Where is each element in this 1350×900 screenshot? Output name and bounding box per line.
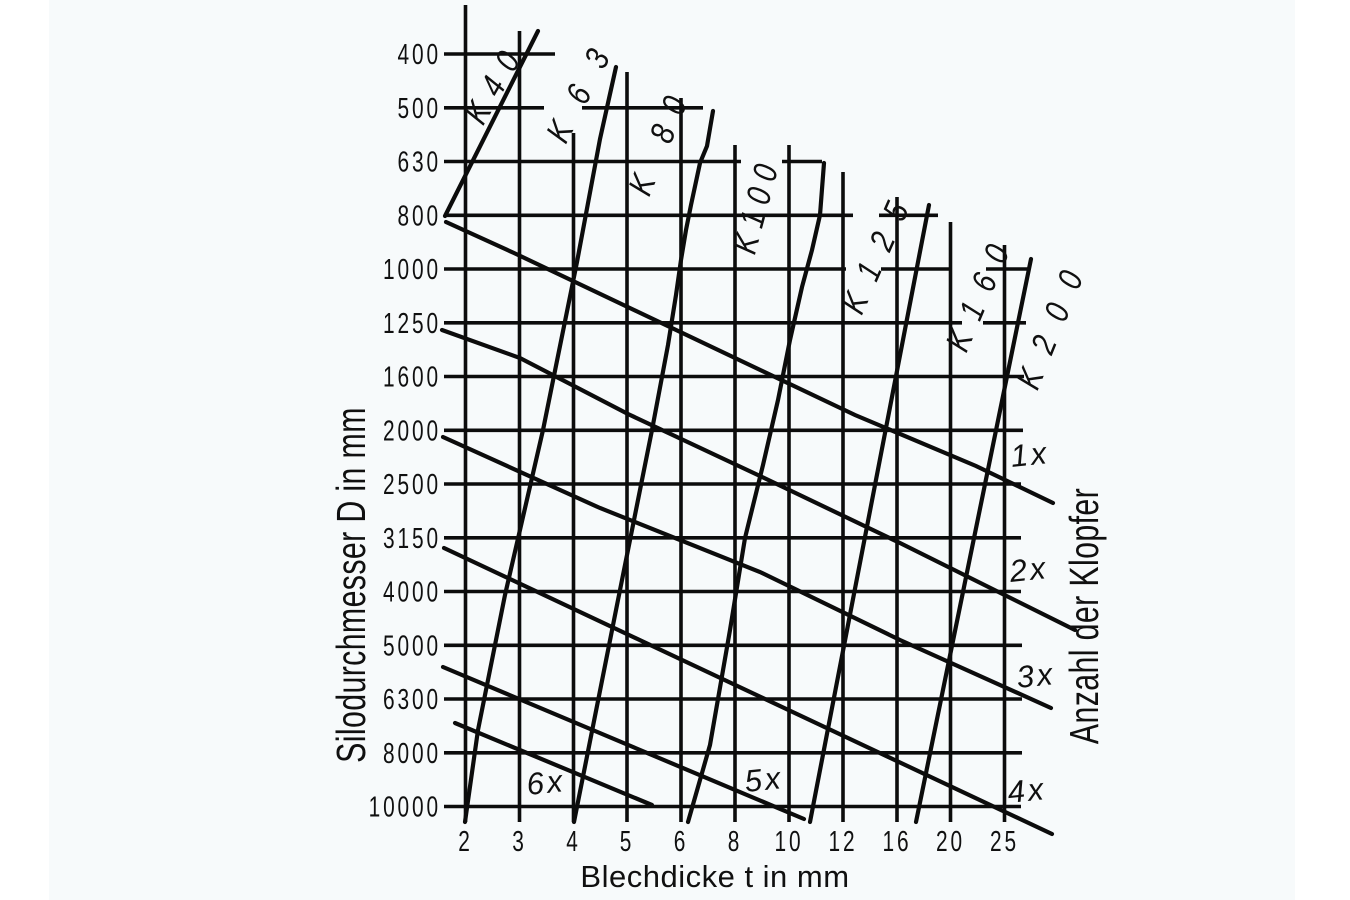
- svg-text:4: 4: [566, 826, 580, 858]
- svg-text:16: 16: [883, 826, 912, 858]
- svg-text:4000: 4000: [383, 576, 441, 608]
- svg-text:800: 800: [398, 200, 441, 232]
- svg-text:1600: 1600: [383, 361, 441, 393]
- svg-text:2x: 2x: [1007, 550, 1050, 589]
- svg-text:6: 6: [674, 826, 688, 858]
- svg-text:500: 500: [398, 93, 441, 125]
- svg-text:6x: 6x: [525, 763, 567, 802]
- svg-text:2500: 2500: [383, 469, 441, 501]
- svg-text:6300: 6300: [383, 684, 441, 716]
- svg-text:1x: 1x: [1009, 435, 1051, 474]
- svg-text:12: 12: [829, 826, 858, 858]
- svg-text:2: 2: [458, 826, 472, 858]
- svg-text:2000: 2000: [383, 415, 441, 447]
- svg-text:5x: 5x: [743, 760, 785, 799]
- svg-text:20: 20: [936, 826, 965, 858]
- svg-text:630: 630: [398, 146, 441, 178]
- svg-text:5: 5: [620, 826, 634, 858]
- svg-text:8000: 8000: [383, 738, 441, 770]
- svg-text:4x: 4x: [1006, 771, 1048, 810]
- svg-text:10000: 10000: [369, 791, 441, 823]
- svg-text:1250: 1250: [383, 308, 441, 340]
- svg-text:10: 10: [775, 826, 804, 858]
- svg-text:Anzahl der Klopfer: Anzahl der Klopfer: [1060, 488, 1107, 744]
- svg-text:1000: 1000: [383, 254, 441, 286]
- svg-text:8: 8: [728, 826, 742, 858]
- svg-text:3x: 3x: [1015, 656, 1057, 695]
- svg-text:3150: 3150: [383, 523, 441, 555]
- svg-text:3: 3: [512, 826, 526, 858]
- svg-text:400: 400: [398, 39, 441, 71]
- svg-text:25: 25: [990, 826, 1019, 858]
- svg-text:Blechdicke t in mm: Blechdicke t in mm: [580, 859, 849, 894]
- svg-text:5000: 5000: [383, 630, 441, 662]
- svg-text:Silodurchmesser D in mm: Silodurchmesser D in mm: [327, 407, 374, 763]
